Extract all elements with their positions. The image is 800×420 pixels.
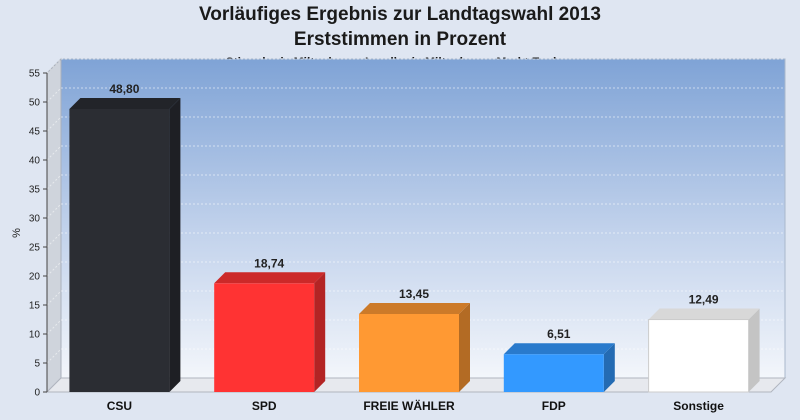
y-tick-label: 30 — [29, 214, 41, 225]
bar-freie-wähler — [359, 302, 470, 392]
bar-fdp — [503, 343, 615, 392]
y-tick-label: 55 — [29, 69, 41, 80]
y-tick-label: 15 — [29, 301, 41, 312]
y-tick-label: 5 — [34, 359, 40, 370]
value-label: 18,74 — [254, 256, 284, 270]
x-tick-label: FREIE WÄHLER — [363, 398, 455, 413]
chart-title: Vorläufiges Ergebnis zur Landtagswahl 20… — [199, 4, 601, 25]
x-tick-label: CSU — [107, 399, 132, 413]
x-tick-label: Sonstige — [673, 399, 724, 413]
value-label: 48,80 — [109, 82, 139, 96]
value-labels: 48,80 18,74 13,45 6,51 12,49 — [109, 82, 719, 341]
value-label: 6,51 — [547, 327, 571, 341]
chart-subtitle: Erststimmen in Prozent — [293, 29, 507, 50]
bar-spd — [214, 272, 326, 392]
y-axis-label: % — [11, 228, 23, 238]
y-tick-label: 50 — [29, 98, 41, 109]
y-axis: 0 5 10 15 20 25 30 35 40 45 50 55 — [29, 69, 48, 399]
x-axis: CSU SPD FREIE WÄHLER FDP Sonstige — [107, 398, 725, 413]
bar-sonstige — [648, 308, 760, 393]
y-tick-label: 40 — [29, 156, 41, 167]
value-label: 12,49 — [689, 293, 719, 307]
y-tick-label: 25 — [29, 243, 41, 254]
x-tick-label: SPD — [252, 399, 277, 413]
y-tick-label: 35 — [29, 185, 41, 196]
value-label: 13,45 — [399, 287, 429, 301]
bars — [69, 97, 760, 393]
y-tick-label: 20 — [29, 272, 41, 283]
y-tick-label: 0 — [34, 388, 40, 399]
bar-csu — [69, 97, 181, 393]
x-tick-label: FDP — [542, 399, 566, 413]
y-tick-label: 45 — [29, 127, 41, 138]
y-tick-label: 10 — [29, 330, 41, 341]
